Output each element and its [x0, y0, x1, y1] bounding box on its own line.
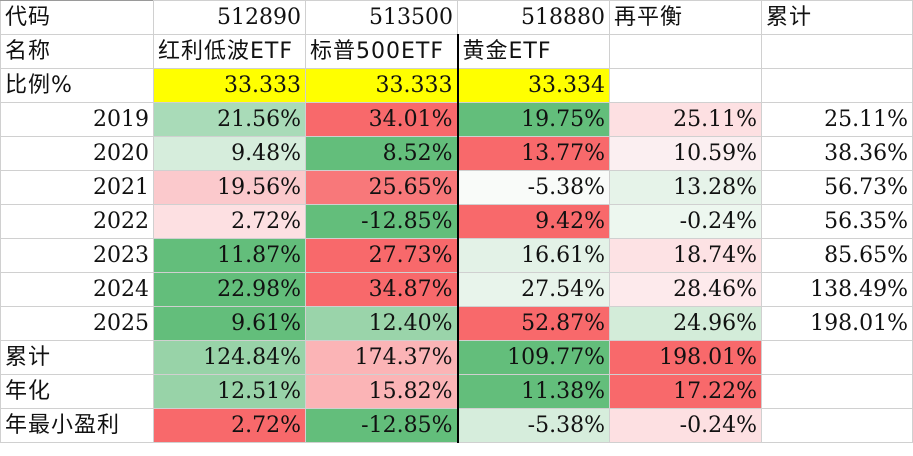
table-row: 2024 22.98% 34.87% 27.54% 28.46% 138.49% [0, 272, 913, 307]
cell-r8-col-rebalance[interactable]: 28.46% [609, 272, 762, 307]
cell-r9-col-cumulative[interactable]: 198.01% [761, 306, 913, 341]
cell-r9-col-513500[interactable]: 12.40% [305, 306, 458, 341]
cell-r6-col-513500[interactable]: -12.85% [305, 204, 458, 239]
cell-r1-col-513500[interactable]: 标普500ETF [305, 34, 458, 69]
cell-r2-col-518880[interactable]: 33.334 [456, 68, 610, 103]
table-row: 2020 9.48% 8.52% 13.77% 10.59% 38.36% [0, 136, 913, 171]
table-row: 2025 9.61% 12.40% 52.87% 24.96% 198.01% [0, 306, 913, 341]
cell-r8-col-cumulative[interactable]: 138.49% [761, 272, 913, 307]
cell-r10-col-518880[interactable]: 109.77% [456, 340, 610, 375]
cell-r10-col-512890[interactable]: 124.84% [153, 340, 306, 375]
cell-r3-col-513500[interactable]: 34.01% [305, 102, 458, 137]
table-row: 累计 124.84% 174.37% 109.77% 198.01% [0, 340, 913, 375]
cell-r1-col-518880[interactable]: 黄金ETF [456, 34, 610, 69]
cell-r6-col-cumulative[interactable]: 56.35% [761, 204, 913, 239]
cell-r2-col-rebalance[interactable] [609, 68, 762, 103]
cell-r7-col-518880[interactable]: 16.61% [456, 238, 610, 273]
cell-r11-col-518880[interactable]: 11.38% [456, 374, 610, 409]
cell-r5-col-513500[interactable]: 25.65% [305, 170, 458, 205]
cell-r6-col-rebalance[interactable]: -0.24% [609, 204, 762, 239]
cell-r9-col-518880[interactable]: 52.87% [456, 306, 610, 341]
table-row: 2019 21.56% 34.01% 19.75% 25.11% 25.11% [0, 102, 913, 137]
table-row: 2022 2.72% -12.85% 9.42% -0.24% 56.35% [0, 204, 913, 239]
cell-r1-label[interactable]: 名称 [0, 34, 154, 69]
cell-r11-col-512890[interactable]: 12.51% [153, 374, 306, 409]
data-table: 代码 512890 513500 518880 再平衡 累计 名称 红利低波ETF 标普500E… [0, 0, 913, 443]
cell-r4-col-512890[interactable]: 9.48% [153, 136, 306, 171]
cell-r2-col-512890[interactable]: 33.333 [153, 68, 306, 103]
cell-r11-col-rebalance[interactable]: 17.22% [609, 374, 762, 409]
cell-r10-col-rebalance[interactable]: 198.01% [609, 340, 762, 375]
cell-r7-col-cumulative[interactable]: 85.65% [761, 238, 913, 273]
cell-r7-label[interactable]: 2023 [0, 238, 154, 273]
cell-r4-col-rebalance[interactable]: 10.59% [609, 136, 762, 171]
cell-r8-col-512890[interactable]: 22.98% [153, 272, 306, 307]
cell-r1-col-cumulative[interactable] [761, 34, 913, 69]
cell-r9-label[interactable]: 2025 [0, 306, 154, 341]
cell-r1-col-rebalance[interactable] [609, 34, 762, 69]
cell-r10-label[interactable]: 累计 [0, 340, 154, 375]
cell-r0-col-cumulative[interactable]: 累计 [761, 0, 913, 35]
cell-r4-col-513500[interactable]: 8.52% [305, 136, 458, 171]
cell-r10-col-513500[interactable]: 174.37% [305, 340, 458, 375]
cell-r10-col-cumulative[interactable] [761, 340, 913, 375]
cell-r4-col-cumulative[interactable]: 38.36% [761, 136, 913, 171]
cell-r0-col-512890[interactable]: 512890 [153, 0, 306, 35]
cell-r5-col-rebalance[interactable]: 13.28% [609, 170, 762, 205]
table-body: 代码 512890 513500 518880 再平衡 累计 名称 红利低波ETF 标普500E… [0, 0, 913, 443]
cell-r11-col-cumulative[interactable] [761, 374, 913, 409]
cell-r3-label[interactable]: 2019 [0, 102, 154, 137]
table-row: 比例% 33.333 33.333 33.334 [0, 68, 913, 103]
cell-r6-label[interactable]: 2022 [0, 204, 154, 239]
cell-r3-col-cumulative[interactable]: 25.11% [761, 102, 913, 137]
table-row: 代码 512890 513500 518880 再平衡 累计 [0, 0, 913, 35]
cell-r9-col-rebalance[interactable]: 24.96% [609, 306, 762, 341]
cell-r8-col-513500[interactable]: 34.87% [305, 272, 458, 307]
cell-r1-col-512890[interactable]: 红利低波ETF [153, 34, 306, 69]
cell-r12-col-rebalance[interactable]: -0.24% [609, 408, 762, 443]
cell-r4-label[interactable]: 2020 [0, 136, 154, 171]
cell-r12-col-518880[interactable]: -5.38% [456, 408, 610, 443]
cell-r12-col-513500[interactable]: -12.85% [305, 408, 458, 443]
table-row: 2021 19.56% 25.65% -5.38% 13.28% 56.73% [0, 170, 913, 205]
cell-r0-label[interactable]: 代码 [0, 0, 154, 35]
cell-r4-col-518880[interactable]: 13.77% [456, 136, 610, 171]
table-row: 2023 11.87% 27.73% 16.61% 18.74% 85.65% [0, 238, 913, 273]
cell-r11-col-513500[interactable]: 15.82% [305, 374, 458, 409]
cell-r0-col-513500[interactable]: 513500 [305, 0, 458, 35]
table-row: 年化 12.51% 15.82% 11.38% 17.22% [0, 374, 913, 409]
cell-r6-col-512890[interactable]: 2.72% [153, 204, 306, 239]
cell-r5-col-518880[interactable]: -5.38% [456, 170, 610, 205]
cell-r7-col-rebalance[interactable]: 18.74% [609, 238, 762, 273]
cell-r5-col-512890[interactable]: 19.56% [153, 170, 306, 205]
cell-r3-col-rebalance[interactable]: 25.11% [609, 102, 762, 137]
cell-r5-label[interactable]: 2021 [0, 170, 154, 205]
cell-r0-col-518880[interactable]: 518880 [457, 0, 610, 35]
cell-r2-col-cumulative[interactable] [761, 68, 913, 103]
cell-r11-label[interactable]: 年化 [0, 374, 154, 409]
cell-r3-col-518880[interactable]: 19.75% [456, 102, 610, 137]
cell-r9-col-512890[interactable]: 9.61% [153, 306, 306, 341]
cell-r8-col-518880[interactable]: 27.54% [456, 272, 610, 307]
cell-r5-col-cumulative[interactable]: 56.73% [761, 170, 913, 205]
cell-r12-label[interactable]: 年最小盈利 [0, 408, 154, 443]
cell-r0-col-rebalance[interactable]: 再平衡 [609, 0, 762, 35]
cell-r2-label[interactable]: 比例% [0, 68, 154, 103]
cell-r8-label[interactable]: 2024 [0, 272, 154, 307]
cell-r12-col-cumulative[interactable] [761, 408, 913, 443]
cell-r12-col-512890[interactable]: 2.72% [153, 408, 306, 443]
table-row: 名称 红利低波ETF 标普500ETF 黄金ETF [0, 34, 913, 69]
table-row: 年最小盈利 2.72% -12.85% -5.38% -0.24% [0, 408, 913, 443]
cell-r7-col-512890[interactable]: 11.87% [153, 238, 306, 273]
cell-r6-col-518880[interactable]: 9.42% [456, 204, 610, 239]
cell-r2-col-513500[interactable]: 33.333 [305, 68, 458, 103]
cell-r3-col-512890[interactable]: 21.56% [153, 102, 306, 137]
cell-r7-col-513500[interactable]: 27.73% [305, 238, 458, 273]
